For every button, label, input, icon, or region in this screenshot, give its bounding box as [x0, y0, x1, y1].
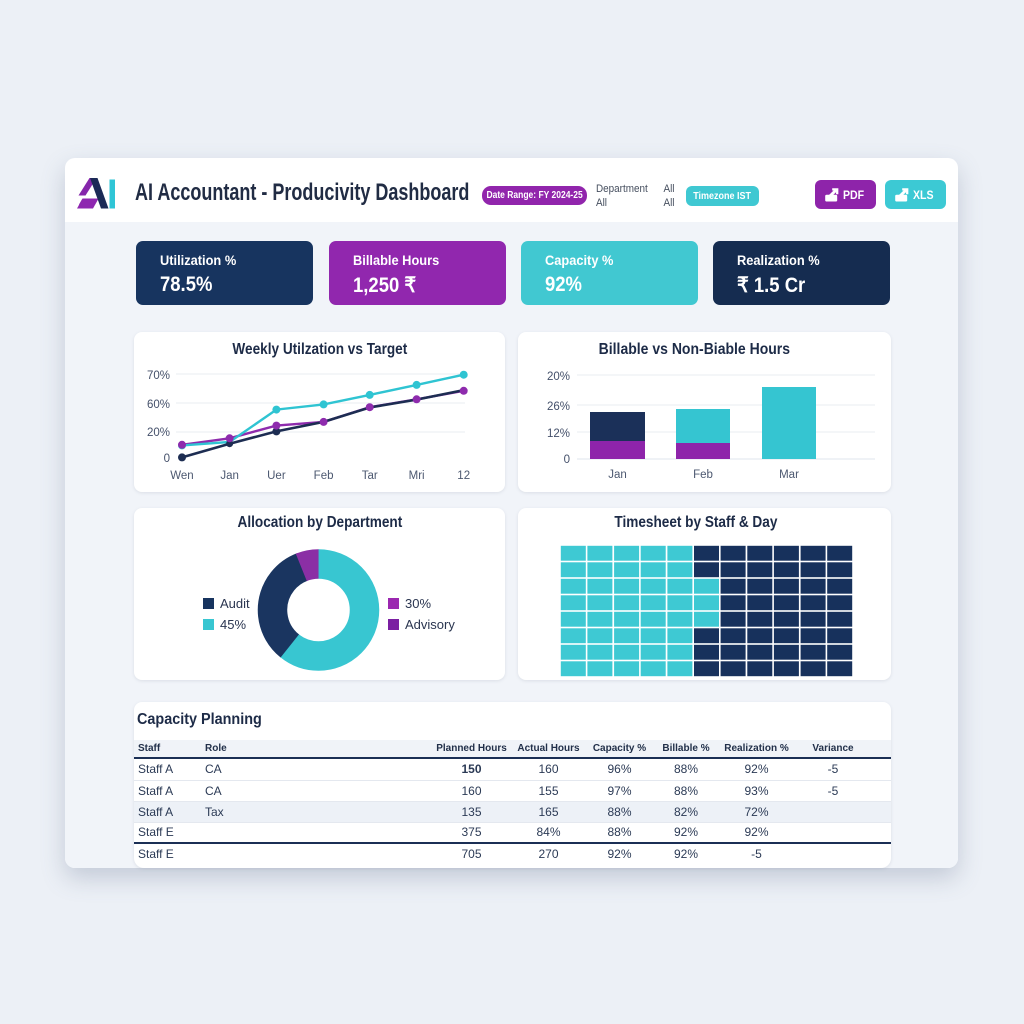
svg-text:20%: 20% [147, 427, 170, 439]
svg-text:0: 0 [564, 454, 570, 466]
svg-text:Mri: Mri [409, 470, 425, 482]
svg-text:60%: 60% [147, 399, 170, 411]
svg-text:Audit: Audit [220, 596, 250, 611]
svg-text:Uer: Uer [267, 470, 286, 482]
svg-text:70%: 70% [147, 370, 170, 382]
svg-text:Feb: Feb [693, 469, 713, 481]
svg-text:30%: 30% [405, 596, 431, 611]
svg-text:12%: 12% [547, 428, 570, 440]
svg-text:Tar: Tar [362, 470, 378, 482]
svg-text:Mar: Mar [779, 469, 799, 481]
svg-text:Jan: Jan [220, 470, 239, 482]
svg-text:12: 12 [457, 470, 470, 482]
svg-text:Wen: Wen [170, 470, 193, 482]
svg-text:45%: 45% [220, 617, 246, 632]
svg-text:26%: 26% [547, 401, 570, 413]
svg-text:Feb: Feb [314, 470, 334, 482]
svg-text:0: 0 [164, 453, 170, 465]
svg-text:20%: 20% [547, 371, 570, 383]
svg-text:Advisory: Advisory [405, 617, 455, 632]
svg-text:Jan: Jan [608, 469, 627, 481]
